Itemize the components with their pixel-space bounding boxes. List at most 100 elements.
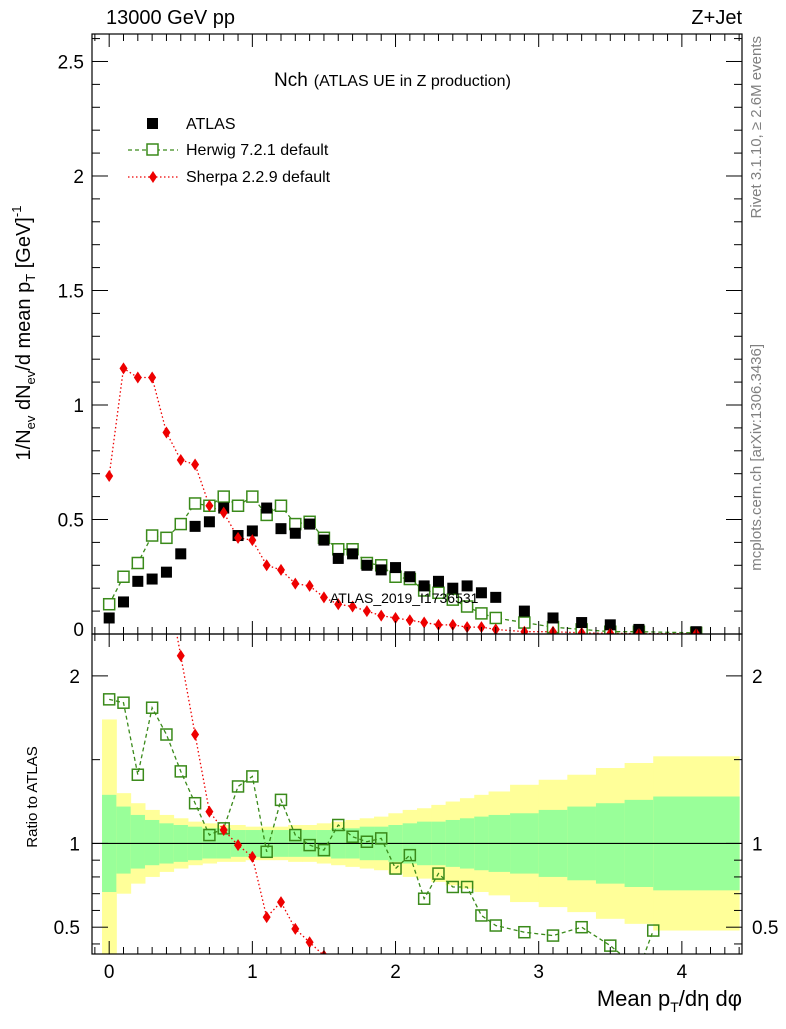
sherpa-point xyxy=(133,371,142,384)
sherpa-point xyxy=(291,577,300,590)
herwig-ratio-point xyxy=(303,838,316,852)
atlas-point xyxy=(132,575,144,587)
ratio-y-tick-label-left: 2 xyxy=(69,667,80,688)
atlas-point xyxy=(475,587,487,599)
sherpa-point xyxy=(148,371,157,384)
herwig-ratio-point xyxy=(117,696,130,709)
atlas-point xyxy=(576,617,588,629)
y-tick-label: 1 xyxy=(73,396,84,417)
legend-atlas-marker xyxy=(147,118,158,129)
herwig-ratio-point xyxy=(246,770,259,783)
herwig-ratio-point xyxy=(417,892,431,905)
ratio-y-axis-title: Ratio to ATLAS xyxy=(24,746,41,847)
atlas-point xyxy=(289,527,301,539)
sherpa-point xyxy=(262,559,271,572)
sherpa-point xyxy=(205,499,214,512)
atlas-point xyxy=(390,562,402,574)
atlas-point xyxy=(375,564,387,576)
herwig-ratio-point xyxy=(102,693,116,706)
sherpa-point xyxy=(248,534,257,547)
sherpa-ratio-point xyxy=(248,850,257,863)
herwig-point xyxy=(432,586,445,600)
sherpa-point xyxy=(219,506,228,519)
atlas-point xyxy=(604,619,616,631)
top-axes: 0.5 1 1.5 2 2.5 0 xyxy=(58,33,743,641)
sherpa-ratio-point xyxy=(191,728,200,741)
sherpa-point xyxy=(162,426,171,439)
atlas-point xyxy=(117,596,129,608)
atlas-point xyxy=(189,520,201,532)
x-tick-label: 4 xyxy=(677,962,688,983)
herwig-ratio-point xyxy=(346,830,359,843)
herwig-ratio-point xyxy=(174,765,188,778)
atlas-point xyxy=(246,525,258,537)
herwig-ratio-point xyxy=(446,880,460,894)
ratio-y-tick-label-left: 0.5 xyxy=(54,918,80,939)
sherpa-point xyxy=(405,614,414,627)
ratio-y-tick-label-left: 1 xyxy=(69,834,80,855)
ratio-axes: 0 1 2 3 4 0.5 0.5 1 1 2 2 xyxy=(54,633,778,983)
atlas-point xyxy=(304,518,316,530)
herwig-point xyxy=(160,531,173,545)
ratio-y-tick-label-right: 0.5 xyxy=(752,918,778,939)
sherpa-ratio-point xyxy=(276,896,285,909)
plot-title-sub: (ATLAS UE in Z production) xyxy=(314,73,511,90)
herwig-ratio-point xyxy=(231,780,245,793)
y-axis-title: 1/Nev dNev/d mean pT [GeV]-1 xyxy=(9,206,38,461)
sherpa-point xyxy=(305,579,314,592)
rivet-label: Rivet 3.1.10, ≥ 2.6M events xyxy=(748,36,765,219)
herwig-line xyxy=(108,495,697,634)
band-inner-bin xyxy=(144,819,160,866)
herwig-ratio-point xyxy=(575,920,588,934)
herwig-point xyxy=(188,497,202,510)
herwig-ratio-point xyxy=(145,701,159,714)
herwig-ratio-point xyxy=(646,924,660,937)
x-tick-label: 1 xyxy=(247,962,258,983)
herwig-point xyxy=(446,593,460,606)
herwig-ratio-line xyxy=(109,698,654,954)
herwig-ratio-point xyxy=(360,835,374,848)
atlas-point xyxy=(547,612,559,624)
sherpa-point xyxy=(377,609,386,622)
atlas-point xyxy=(103,612,115,624)
sherpa-point xyxy=(448,618,457,631)
sherpa-point xyxy=(420,616,429,629)
y-tick-label: 2.5 xyxy=(58,52,84,73)
atlas-point xyxy=(318,534,330,546)
sherpa-point xyxy=(276,563,285,576)
sherpa-point xyxy=(391,611,400,624)
sherpa-point xyxy=(105,469,114,482)
header-right: Z+Jet xyxy=(691,7,742,29)
atlas-point xyxy=(361,559,373,571)
herwig-ratio-point xyxy=(389,862,402,875)
atlas-point xyxy=(203,516,215,528)
herwig-ratio-point xyxy=(317,843,331,857)
header-left: 13000 GeV pp xyxy=(106,7,235,29)
herwig-point xyxy=(489,611,502,625)
herwig-ratio-point xyxy=(374,832,388,845)
herwig-point xyxy=(102,597,116,611)
legend-sherpa-marker xyxy=(149,171,157,183)
legend-sherpa-label: Sherpa 2.2.9 default xyxy=(186,169,331,186)
atlas-point xyxy=(490,591,502,603)
atlas-point xyxy=(347,548,359,560)
sherpa-ratio-point xyxy=(234,839,243,852)
herwig-ratio-point xyxy=(403,848,417,862)
herwig-point xyxy=(231,499,245,513)
y-tick-label: 2 xyxy=(73,167,84,188)
atlas-point xyxy=(418,580,430,592)
y-tick-label-zero: 0 xyxy=(73,620,84,641)
sherpa-point xyxy=(319,591,328,604)
herwig-point xyxy=(217,490,230,503)
legend: ATLAS Herwig 7.2.1 default Sherpa 2.2.9 … xyxy=(128,116,331,186)
herwig-ratio-point xyxy=(203,828,216,842)
plot-title-main: Nch xyxy=(274,70,308,91)
atlas-point xyxy=(432,575,444,587)
ratio-y-tick-label-right: 1 xyxy=(752,834,763,855)
herwig-point xyxy=(174,517,188,531)
atlas-point xyxy=(518,605,530,617)
herwig-point xyxy=(460,600,474,613)
ratio-plot-area xyxy=(92,634,742,954)
